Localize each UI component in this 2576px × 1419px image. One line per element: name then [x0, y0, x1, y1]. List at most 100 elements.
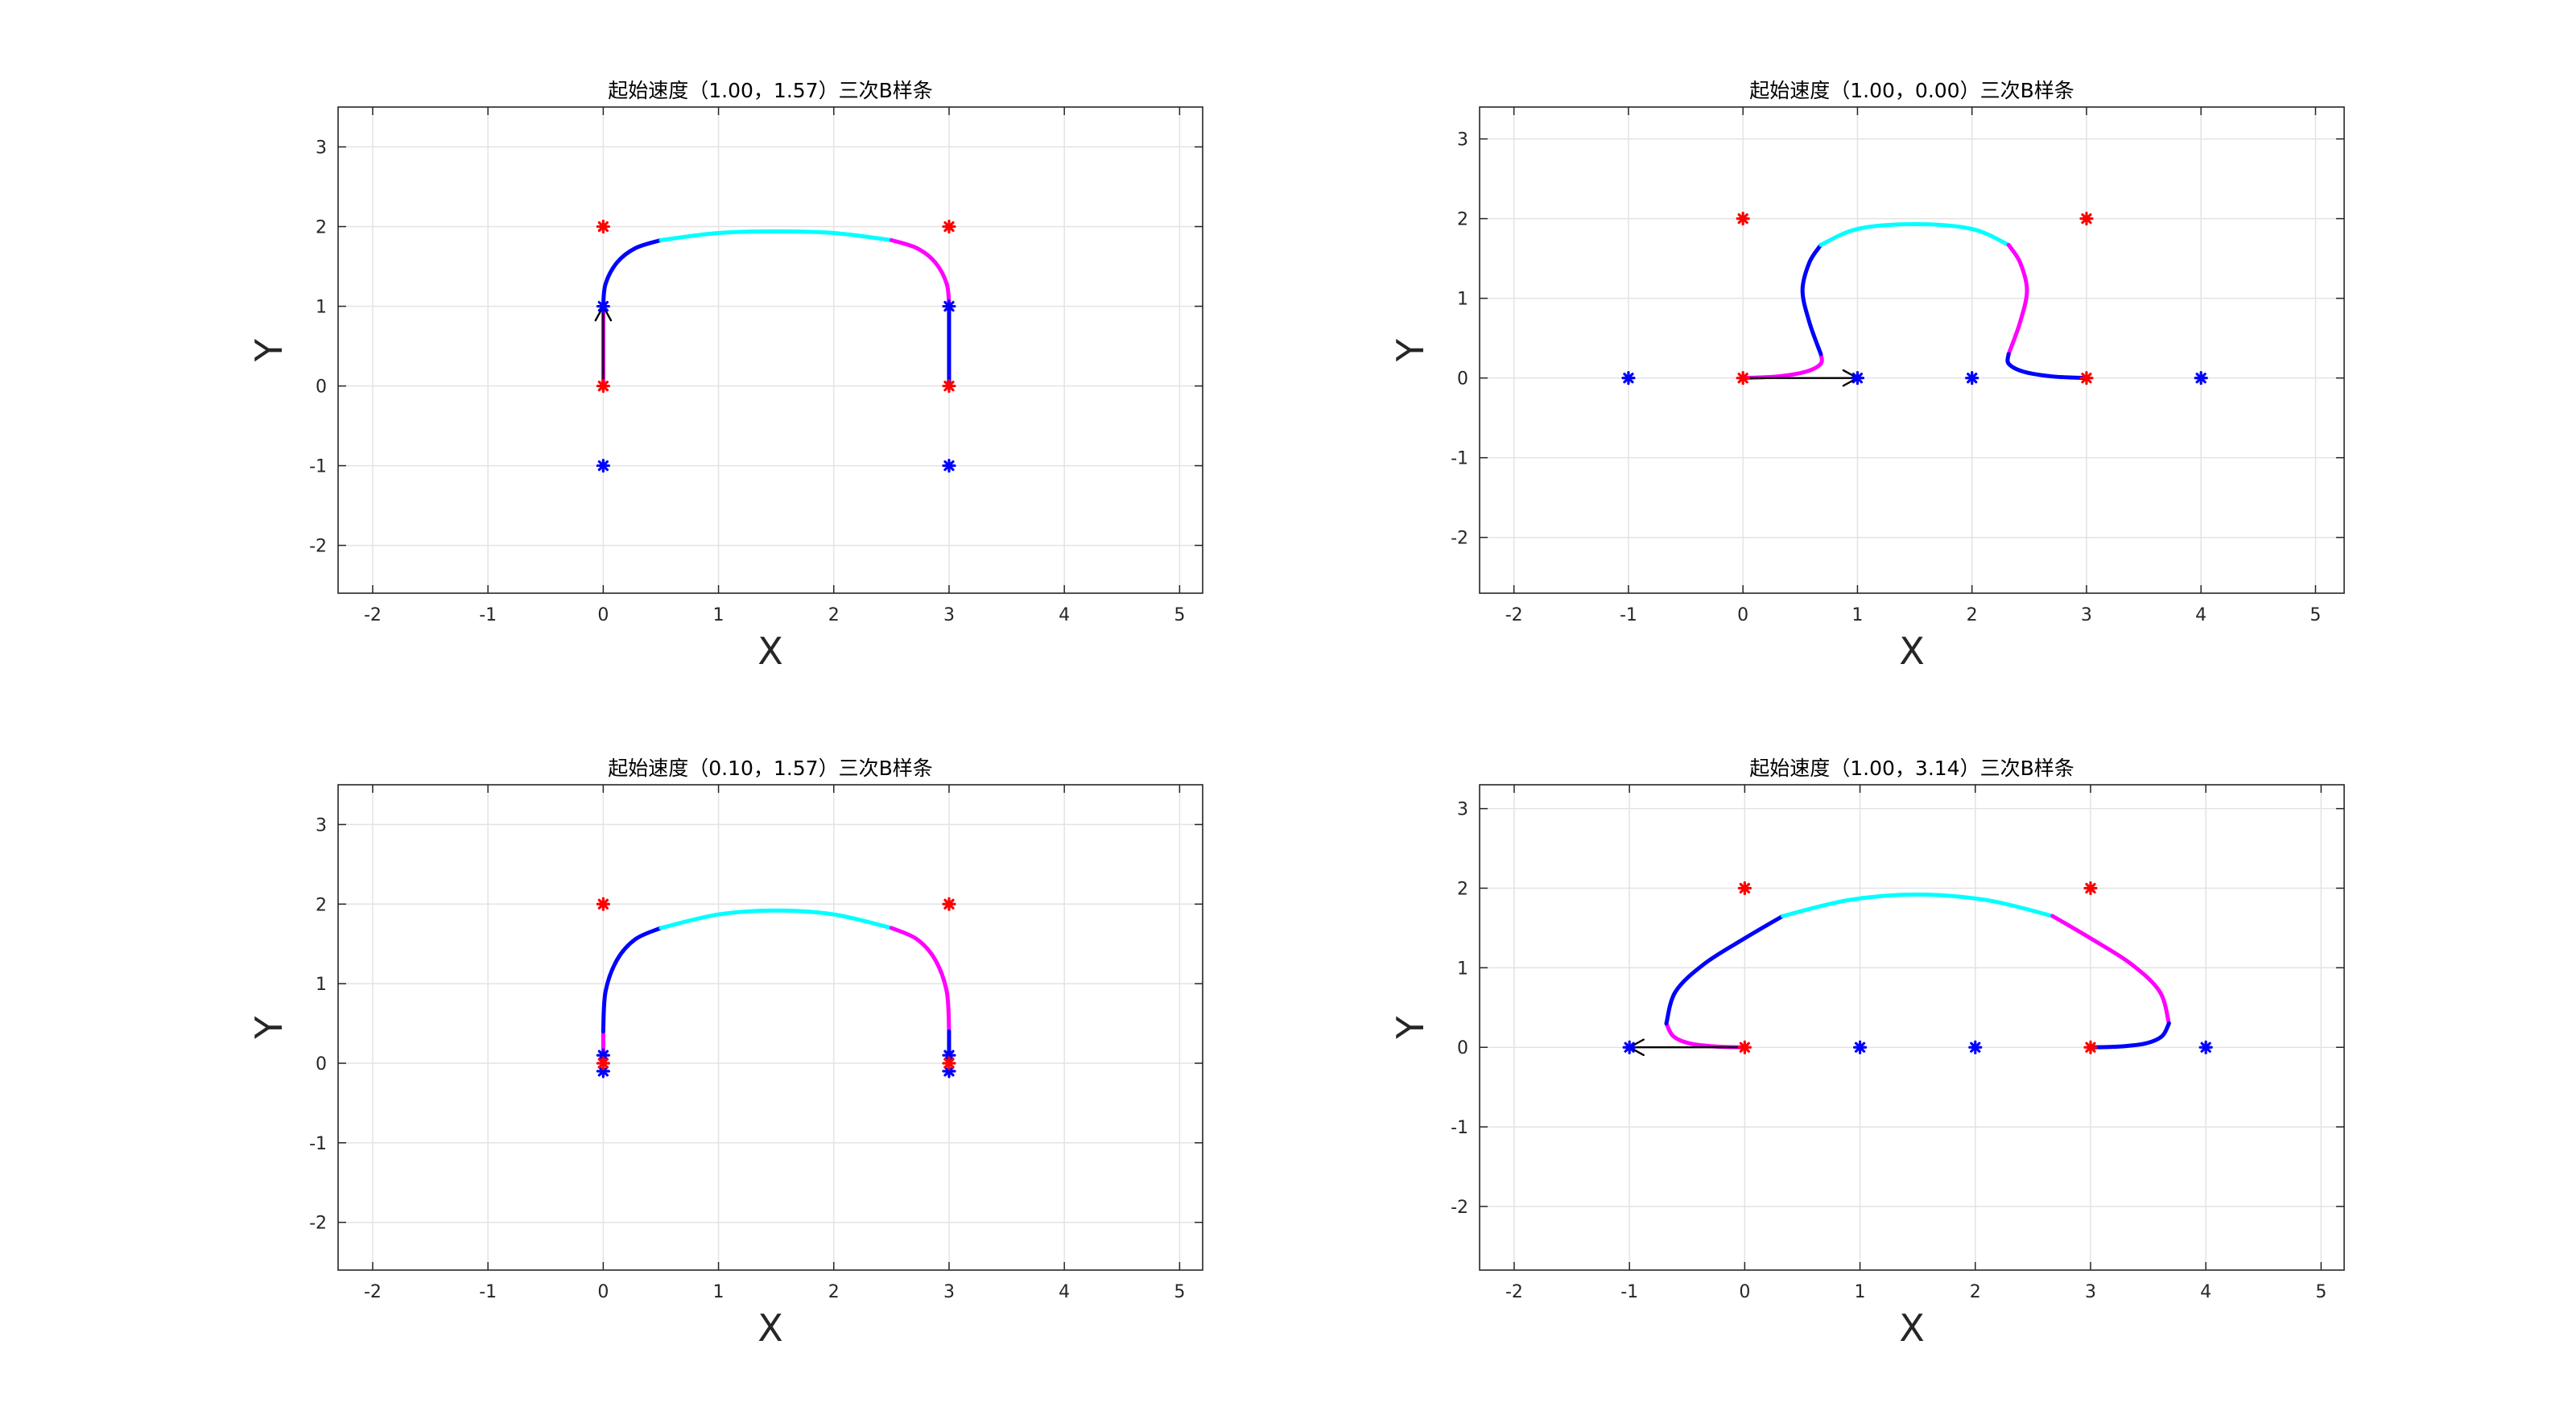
spline-segment-4 [889, 926, 952, 1033]
x-tick-label: 4 [2200, 1282, 2211, 1302]
ticks [1480, 107, 2344, 593]
y-axis-label: Y [1389, 1016, 1432, 1040]
control-point-blue [2198, 1040, 2213, 1054]
x-tick-label: 2 [1967, 605, 1978, 625]
x-tick-label: 4 [1059, 605, 1070, 625]
control-point-red [2083, 881, 2098, 896]
x-tick-label: 4 [2195, 605, 2207, 625]
x-axis-label: X [758, 629, 783, 673]
subplot-title: 起始速度（0.10，1.57）三次B样条 [608, 757, 932, 780]
y-tick-label: -1 [1451, 1118, 1468, 1138]
x-tick-label: 5 [2315, 1282, 2326, 1302]
x-tick-label: 5 [2310, 605, 2321, 625]
control-point-red [1736, 371, 1750, 386]
spline-segment-3 [658, 229, 894, 242]
subplot-4: -2 -1 0 1 2 3 4 5 -2 -1 0 1 2 3 起始速度（1.00，3.14）三次B样条 X Y [1389, 757, 2345, 1350]
x-tick-label: 3 [943, 1282, 955, 1302]
spline-segment-3 [658, 908, 894, 930]
x-tick-label: -2 [1505, 1282, 1523, 1302]
x-tick-label: 5 [1174, 605, 1185, 625]
y-tick-label: -1 [309, 457, 327, 477]
x-tick-label: -2 [364, 1282, 382, 1302]
spline-segment-3 [1818, 222, 2011, 247]
axes-border [1479, 106, 2345, 594]
x-tick-label: 0 [597, 1282, 609, 1302]
control-point-blue [1850, 371, 1865, 386]
x-tick-label: -2 [364, 605, 382, 625]
x-tick-label: 5 [1174, 1282, 1185, 1302]
plot-area [338, 107, 1203, 593]
y-tick-label: 0 [316, 377, 327, 398]
plot-area [338, 785, 1203, 1270]
x-tick-label: -2 [1505, 605, 1523, 625]
y-tick-label: -1 [309, 1134, 327, 1154]
axes-border [1479, 784, 2345, 1271]
control-point-red [2079, 371, 2094, 386]
spline-segment-4 [2050, 914, 2171, 1026]
spline-segment-2 [1800, 242, 1823, 357]
x-tick-label: 2 [828, 605, 840, 625]
spline-segment-4 [889, 237, 952, 309]
y-tick-label: 0 [1457, 369, 1468, 390]
y-tick-label: -2 [1451, 1198, 1468, 1218]
y-tick-label: -2 [309, 537, 327, 557]
grid [1480, 107, 2344, 593]
y-tick-label: 2 [316, 895, 327, 915]
y-tick-label: -2 [309, 1214, 327, 1234]
y-tick-label: 3 [316, 138, 327, 159]
plot-area [1480, 107, 2344, 593]
grid [338, 785, 1203, 1270]
axes-border [337, 106, 1203, 594]
spline-segment-5 [2088, 1021, 2171, 1050]
spline-segment-2 [601, 237, 663, 309]
x-tick-label: 2 [828, 1282, 840, 1302]
spline-segment-4 [2006, 242, 2029, 357]
subplot-2: -2 -1 0 1 2 3 4 5 -2 -1 0 1 2 3 起始速度（1.00，0.00）三次B样条 X Y [1389, 79, 2345, 673]
control-point-blue [942, 458, 956, 473]
control-point-blue [2194, 371, 2208, 386]
x-tick-label: 1 [713, 1282, 724, 1302]
control-point-blue [942, 299, 956, 314]
subplot-title: 起始速度（1.00，1.57）三次B样条 [608, 79, 932, 102]
control-point-blue [1622, 1040, 1637, 1054]
control-point-red [596, 897, 610, 911]
spline-segment-5 [2005, 352, 2089, 381]
y-tick-label: -1 [1451, 449, 1468, 469]
x-tick-label: 1 [1852, 605, 1863, 625]
y-tick-label: -2 [1451, 529, 1468, 549]
control-point-blue [1965, 371, 1979, 386]
y-tick-label: 3 [1457, 130, 1468, 151]
x-tick-label: 2 [1970, 1282, 1981, 1302]
x-tick-label: 3 [2085, 1282, 2096, 1302]
control-point-red [942, 219, 956, 234]
y-tick-label: 3 [316, 815, 327, 835]
x-tick-label: -1 [479, 1282, 497, 1302]
y-tick-label: 1 [316, 298, 327, 318]
spline-segment-2 [1664, 914, 1785, 1026]
control-point-blue [942, 1048, 956, 1062]
y-axis-label: Y [247, 338, 291, 362]
control-point-red [1736, 212, 1750, 226]
x-tick-label: 1 [713, 605, 724, 625]
control-point-blue [1852, 1040, 1868, 1054]
ticks [338, 107, 1203, 593]
ticks [1480, 785, 2344, 1270]
y-axis-label: Y [247, 1016, 291, 1040]
y-tick-label: 3 [1457, 800, 1468, 820]
y-tick-label: 2 [1457, 210, 1468, 230]
control-point-red [942, 378, 956, 394]
x-tick-label: 4 [1059, 1282, 1070, 1302]
control-point-red [596, 1056, 610, 1070]
y-tick-label: 0 [316, 1054, 327, 1075]
control-point-red [2083, 1040, 2098, 1054]
x-tick-label: -1 [479, 605, 497, 625]
y-tick-label: 1 [1457, 959, 1468, 979]
x-tick-label: 0 [1739, 1282, 1750, 1302]
plot-area [1480, 785, 2344, 1270]
axes-border [337, 784, 1203, 1271]
control-point-red [1737, 1040, 1752, 1054]
control-point-red [942, 897, 956, 911]
x-tick-label: 1 [1855, 1282, 1866, 1302]
control-point-blue [1621, 371, 1636, 386]
subplot-title: 起始速度（1.00，3.14）三次B样条 [1749, 757, 2074, 780]
